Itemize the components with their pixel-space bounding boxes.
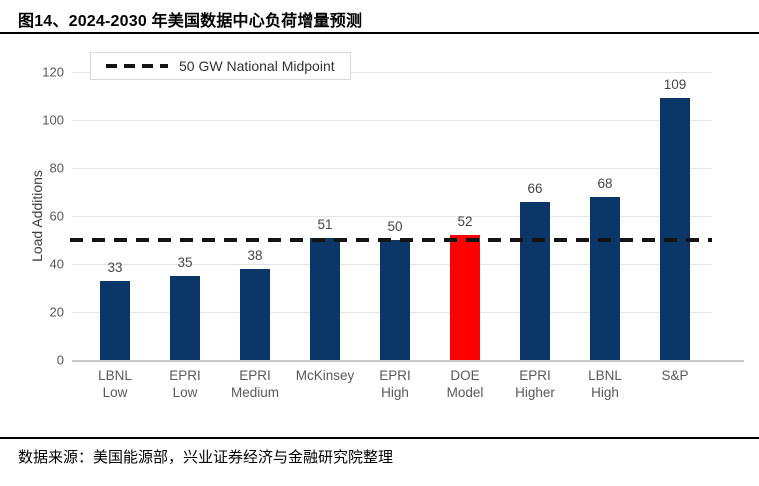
gridline (72, 168, 712, 169)
x-tick-label: EPRI Medium (230, 368, 280, 400)
bar-value-label: 38 (247, 247, 263, 263)
bar-value-label: 66 (527, 180, 543, 196)
legend: 50 GW National Midpoint (90, 52, 351, 80)
y-tick-label: 80 (49, 160, 64, 176)
plot-area: 33 35 38 51 50 52 66 68 109 (72, 72, 744, 362)
bar-value-label: 35 (177, 255, 193, 270)
title-divider (0, 32, 759, 34)
y-tick-label: 60 (49, 208, 64, 224)
bar-value-label: 51 (317, 216, 333, 232)
bar (450, 235, 480, 360)
bar-value-label: 33 (107, 259, 123, 275)
gridline (72, 120, 712, 121)
bar (240, 268, 270, 360)
x-tick-labels: LBNL Low EPRI Low EPRI Medium McKinsey EPRI … (80, 367, 710, 417)
bar-value-label: 109 (663, 77, 687, 93)
bar-value-label: 50 (387, 219, 403, 234)
y-tick-label: 40 (49, 256, 64, 272)
y-tick-label: 0 (56, 352, 64, 368)
bar (100, 280, 130, 360)
y-tick-label: 100 (42, 112, 64, 128)
y-tick-label: 20 (49, 304, 64, 320)
bar (170, 276, 200, 360)
bar (590, 196, 620, 360)
y-tick-label: 120 (42, 64, 64, 80)
bar (380, 240, 410, 360)
bar (520, 201, 550, 360)
source-text: 数据来源：美国能源部，兴业证券经济与金融研究院整理 (18, 449, 394, 466)
legend-label: 50 GW National Midpoint (179, 58, 335, 74)
figure-title: 图14、2024-2030 年美国数据中心负荷增量预测 (18, 13, 363, 30)
x-tick-label: LBNL High (588, 368, 622, 400)
bar (660, 98, 690, 360)
x-tick-label: LBNL Low (98, 368, 132, 400)
bar (310, 237, 340, 360)
x-tick-label: McKinsey (295, 368, 355, 383)
x-tick-label: S&P (661, 368, 689, 383)
gridline (72, 216, 712, 217)
x-tick-label: EPRI Higher (515, 368, 555, 400)
x-tick-label: EPRI High (379, 368, 411, 400)
reference-line (70, 238, 712, 242)
y-tick-labels: 0 20 40 60 80 100 120 (0, 0, 72, 486)
x-tick-label: DOE Model (446, 368, 484, 400)
x-tick-label: EPRI Low (169, 368, 201, 400)
x-axis-line (72, 360, 744, 362)
footer-divider (0, 437, 759, 439)
dashed-line-icon (106, 64, 168, 68)
bar-value-label: 52 (457, 214, 473, 230)
gridline (72, 72, 712, 73)
bar-value-label: 68 (597, 175, 613, 191)
